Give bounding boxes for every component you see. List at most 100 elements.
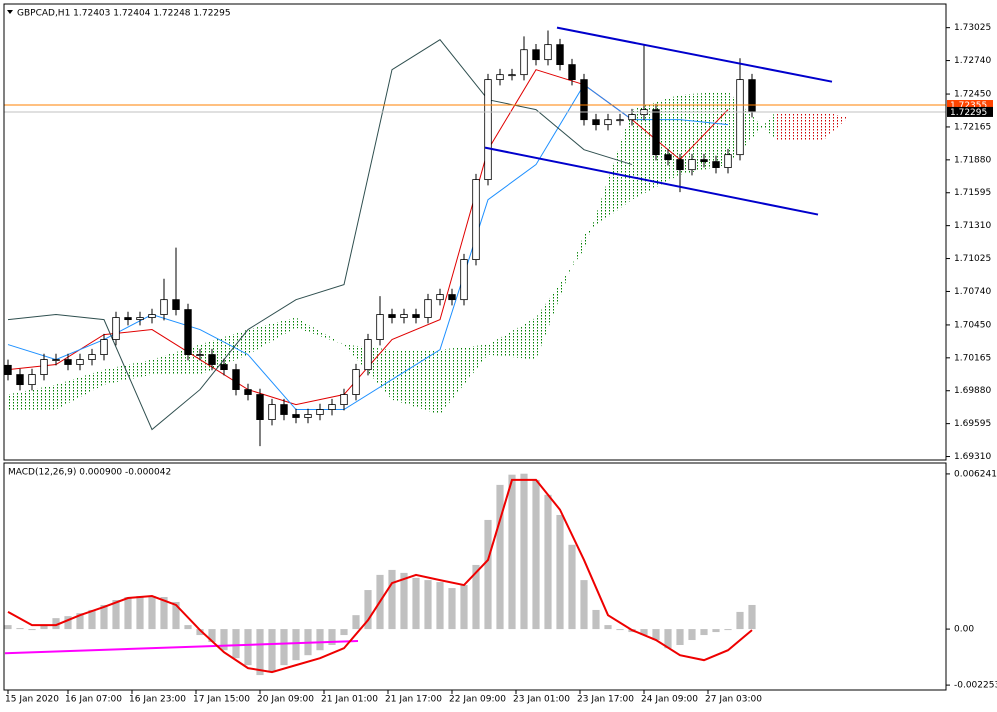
candle-body (124, 317, 132, 321)
candle-body (280, 404, 288, 415)
histogram-bar (148, 596, 156, 630)
histogram-bar (604, 625, 612, 630)
histogram-bar (352, 615, 360, 630)
panel-frame (3, 462, 947, 691)
signal-line (7, 478, 753, 674)
candle-body (688, 159, 696, 171)
candle-body (28, 374, 36, 386)
candle-body (208, 354, 216, 365)
trend-line (4, 640, 359, 655)
x-tick-label: 21 Jan 17:00 (385, 695, 442, 705)
candle-body (148, 314, 156, 318)
cloud-segment (296, 317, 344, 345)
histogram-bar (136, 596, 144, 630)
histogram-bar (652, 629, 660, 641)
histogram-bar (496, 484, 504, 630)
histogram-bar (712, 629, 720, 633)
candle-body (700, 159, 708, 162)
price-label: 1.72355 (950, 101, 987, 111)
y-tick-label: 1.71025 (954, 254, 991, 264)
histogram-bar (220, 629, 228, 651)
candle-body (256, 394, 264, 420)
y-tick-label: 1.70165 (954, 353, 991, 363)
histogram-bar (700, 629, 708, 636)
y-tick-label: 1.71880 (954, 155, 991, 165)
candle-body (232, 369, 240, 390)
histogram-bar (556, 514, 564, 630)
candle-body (364, 339, 372, 371)
candle-body (556, 44, 564, 66)
candle-body (568, 64, 576, 81)
x-tick-label: 17 Jan 15:00 (193, 695, 250, 705)
candle-body (508, 74, 516, 77)
histogram-bar (112, 599, 120, 630)
histogram-bar (664, 629, 672, 649)
cloud-segment (488, 317, 536, 360)
cloud-segment (776, 111, 824, 140)
histogram-bar (292, 629, 300, 661)
cloud-segment (440, 344, 488, 415)
histogram-bar (508, 474, 516, 630)
y-tick-label: 1.73025 (954, 23, 991, 33)
cloud-segment (824, 111, 848, 140)
price-label: 1.72295 (950, 108, 987, 118)
panel-frame (3, 3, 947, 461)
histogram-bar (436, 582, 444, 630)
histogram-bar (76, 613, 84, 630)
candle-body (604, 119, 612, 126)
histogram-bar (160, 597, 168, 630)
x-tick-label: 20 Jan 09:00 (257, 695, 314, 705)
candle-body (352, 369, 360, 395)
candle-body (520, 49, 528, 76)
candle-body (136, 317, 144, 321)
candle-body (580, 79, 588, 121)
indicator-line (7, 39, 633, 431)
cloud-segment (104, 359, 152, 385)
histogram-bar (124, 597, 132, 630)
candle-body (628, 114, 636, 121)
histogram-bar (232, 629, 240, 659)
histogram-bar (316, 629, 324, 651)
candle-body (184, 309, 192, 356)
candle-body (100, 339, 108, 356)
candle-body (436, 294, 444, 301)
x-tick-label: 27 Jan 03:00 (705, 695, 762, 705)
y-tick-label: 1.72740 (954, 56, 991, 66)
histogram-bar (520, 473, 528, 630)
histogram-bar (400, 572, 408, 630)
panel-plot (4, 473, 756, 676)
cloud-segment (56, 369, 104, 410)
histogram-bar (364, 590, 372, 630)
histogram-bar (472, 564, 480, 630)
candle-body (412, 314, 420, 318)
cloud-segment (392, 349, 440, 415)
histogram-bar (544, 494, 552, 630)
candle-body (40, 359, 48, 375)
candle-body (532, 49, 540, 61)
histogram-bar (88, 609, 96, 630)
y-tick-label: 1.72165 (954, 122, 991, 132)
x-tick-label: 22 Jan 09:00 (449, 695, 506, 705)
histogram-bar (592, 609, 600, 630)
histogram-bar (412, 577, 420, 630)
y-tick-label: 0.006241 (954, 469, 997, 479)
candle-body (460, 259, 468, 301)
histogram-bar (64, 616, 72, 630)
cloud-segment (584, 109, 632, 250)
histogram-bar (424, 580, 432, 630)
x-tick-label: 24 Jan 09:00 (641, 695, 698, 705)
candle-body (172, 299, 180, 310)
y-tick-label: 1.69595 (954, 419, 991, 429)
histogram-bar (268, 629, 276, 673)
price-label-box (947, 106, 993, 117)
histogram-bar (52, 618, 60, 630)
candle-body (664, 154, 672, 161)
histogram-bar (184, 625, 192, 630)
x-tick-label: 21 Jan 01:00 (321, 695, 378, 705)
cloud-segment (344, 344, 392, 400)
trend-line (484, 146, 819, 216)
candle-body (88, 354, 96, 360)
candle-body (712, 161, 720, 168)
y-tick-label: -0.002253 (954, 681, 997, 691)
